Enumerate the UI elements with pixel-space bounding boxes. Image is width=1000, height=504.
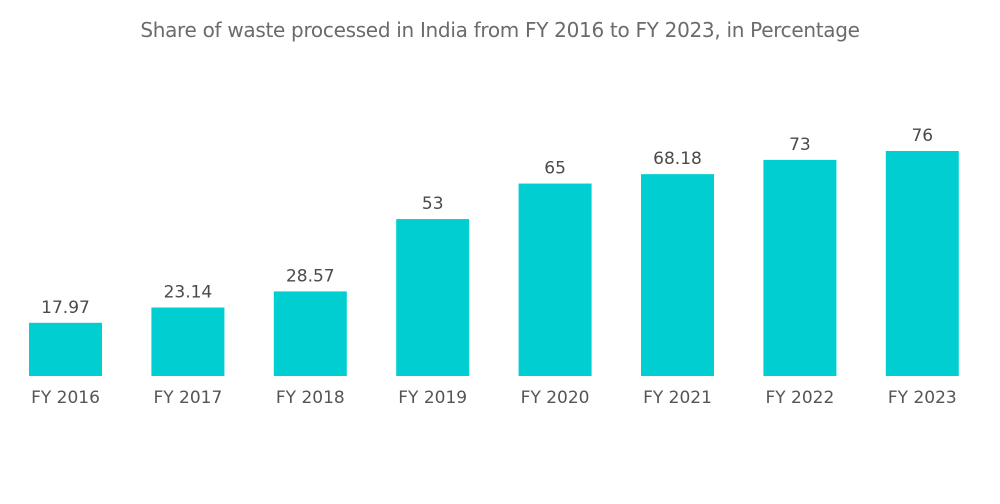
x-tick-label: FY 2022 (765, 388, 834, 408)
data-label: 76 (911, 126, 933, 146)
bar-fy-2017 (151, 307, 225, 376)
data-label: 23.14 (164, 282, 213, 302)
data-label: 17.97 (41, 298, 90, 318)
x-tick-label: FY 2017 (153, 388, 222, 408)
data-label: 73 (789, 135, 811, 155)
data-label: 28.57 (286, 266, 335, 286)
x-tick-label: FY 2019 (398, 388, 467, 408)
bar-fy-2020 (518, 183, 592, 376)
x-tick-label: FY 2016 (31, 388, 100, 408)
bar-fy-2018 (273, 291, 347, 376)
x-tick-label: FY 2020 (521, 388, 590, 408)
bar-fy-2022 (763, 159, 837, 376)
chart-title: Share of waste processed in India from F… (140, 18, 860, 42)
data-label: 65 (544, 159, 566, 179)
bar-fy-2023 (885, 151, 959, 376)
x-tick-label: FY 2021 (643, 388, 712, 408)
bar-fy-2021 (641, 174, 714, 376)
data-label: 53 (422, 194, 444, 214)
x-tick-label: FY 2018 (276, 388, 345, 408)
data-label: 68.18 (653, 149, 702, 169)
x-tick-label: FY 2023 (888, 388, 957, 408)
bar-fy-2016 (29, 322, 102, 376)
bar-fy-2019 (396, 219, 470, 376)
